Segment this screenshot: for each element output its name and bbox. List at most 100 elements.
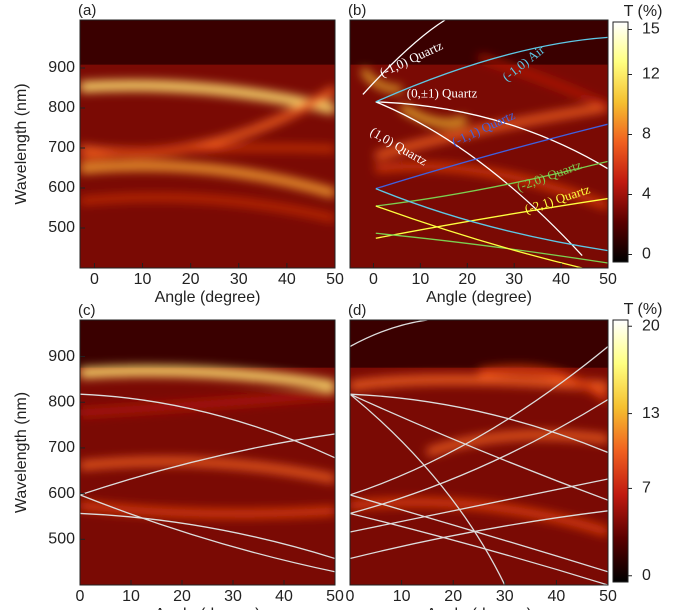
- order-line: [375, 232, 608, 264]
- heatmap-dark: [80, 20, 335, 65]
- bright-band: [80, 145, 335, 162]
- order-line: [350, 393, 608, 501]
- y-axis-label: Wavelength (nm): [13, 83, 30, 204]
- order-line: [375, 160, 608, 207]
- bright-band: [426, 430, 608, 457]
- heatmap-dark: [350, 320, 608, 368]
- bright-band: [375, 162, 608, 210]
- x-tick-label: 50: [599, 271, 617, 288]
- colorbar-label: T (%): [624, 3, 663, 20]
- panel-label: (c): [78, 302, 96, 319]
- order-line: [80, 433, 335, 496]
- x-tick-label: 30: [230, 271, 248, 288]
- x-axis-label: Angle (degree): [426, 606, 532, 610]
- heatmap: [80, 20, 335, 268]
- colorbar-tick-label: 0: [642, 246, 651, 263]
- colorbar: [612, 319, 629, 583]
- plot-frame: [79, 19, 336, 269]
- x-tick-label: 0: [346, 588, 355, 605]
- order-line: [375, 101, 608, 170]
- bright-band: [360, 67, 402, 93]
- heatmap: [350, 20, 608, 268]
- order-line: [350, 510, 608, 560]
- x-tick-label: 50: [599, 588, 617, 605]
- plot-frame: [349, 19, 609, 269]
- y-tick-label: 500: [48, 219, 75, 236]
- x-tick-label: 40: [548, 588, 566, 605]
- order-line: [350, 345, 608, 496]
- colorbar-tick-label: 7: [642, 480, 651, 497]
- order-line: [350, 478, 608, 533]
- colorbar-tick-label: 20: [642, 317, 660, 334]
- heatmap: [350, 320, 608, 585]
- order-line: [350, 512, 608, 585]
- order-line: [80, 393, 335, 459]
- bright-band: [80, 80, 335, 115]
- x-tick-label: 20: [458, 271, 476, 288]
- bright-band: [80, 161, 335, 198]
- order-line: [80, 494, 335, 573]
- y-tick-label: 500: [48, 531, 75, 548]
- bright-band: [80, 390, 335, 417]
- bands: [80, 365, 335, 518]
- x-tick-label: 50: [326, 271, 344, 288]
- heatmap-dark: [80, 320, 335, 368]
- colorbar-tick-label: 13: [642, 405, 660, 422]
- y-tick-label: 600: [48, 485, 75, 502]
- colorbar-tick-label: 8: [642, 126, 651, 143]
- panel-label: (a): [78, 2, 96, 19]
- order-line: [350, 398, 608, 515]
- x-tick-label: 10: [393, 588, 411, 605]
- bright-band: [80, 194, 335, 222]
- bright-band: [80, 365, 335, 392]
- bright-band: [80, 501, 335, 518]
- order-line: [375, 205, 583, 268]
- heatmap: [80, 320, 335, 585]
- bands: [80, 80, 335, 222]
- colorbar-tick-label: 15: [642, 21, 660, 38]
- plot-frame: [349, 319, 609, 586]
- x-tick-label: 0: [76, 588, 85, 605]
- bright-band: [478, 366, 608, 403]
- bright-band: [399, 103, 468, 127]
- x-tick-label: 50: [326, 588, 344, 605]
- y-tick-label: 900: [48, 348, 75, 365]
- order-line: [375, 123, 608, 190]
- y-tick-label: 800: [48, 393, 75, 410]
- order-line: [375, 36, 608, 103]
- x-tick-label: 20: [173, 588, 191, 605]
- x-axis-label: Angle (degree): [155, 606, 261, 610]
- panel-label: (b): [348, 2, 366, 19]
- x-tick-label: 10: [411, 271, 429, 288]
- x-tick-label: 10: [122, 588, 140, 605]
- order-line: [350, 320, 428, 348]
- bands: [360, 54, 608, 210]
- colorbar-tick-label: 4: [642, 186, 651, 203]
- bright-band: [80, 457, 335, 483]
- bright-band: [478, 54, 608, 110]
- plot-frame: [79, 319, 336, 586]
- y-tick-label: 600: [48, 179, 75, 196]
- x-axis-label: Angle (degree): [155, 289, 261, 306]
- x-tick-label: 20: [182, 271, 200, 288]
- order-line: [80, 512, 335, 560]
- colorbar: [612, 21, 629, 263]
- order-line: [375, 188, 608, 252]
- y-axis-label: Wavelength (nm): [13, 392, 30, 513]
- order-line: [375, 101, 583, 257]
- panel-label: (d): [348, 302, 366, 319]
- x-tick-label: 30: [496, 588, 514, 605]
- y-tick-label: 700: [48, 439, 75, 456]
- y-tick-label: 800: [48, 99, 75, 116]
- x-tick-label: 40: [552, 271, 570, 288]
- x-tick-label: 40: [275, 588, 293, 605]
- annotation: (0,±1) Quartz: [407, 85, 478, 100]
- x-tick-label: 20: [444, 588, 462, 605]
- x-tick-label: 0: [369, 271, 378, 288]
- order-line: [350, 393, 608, 454]
- colorbar-label: T (%): [624, 301, 663, 318]
- x-tick-label: 10: [134, 271, 152, 288]
- bright-band: [374, 102, 608, 161]
- y-tick-label: 700: [48, 139, 75, 156]
